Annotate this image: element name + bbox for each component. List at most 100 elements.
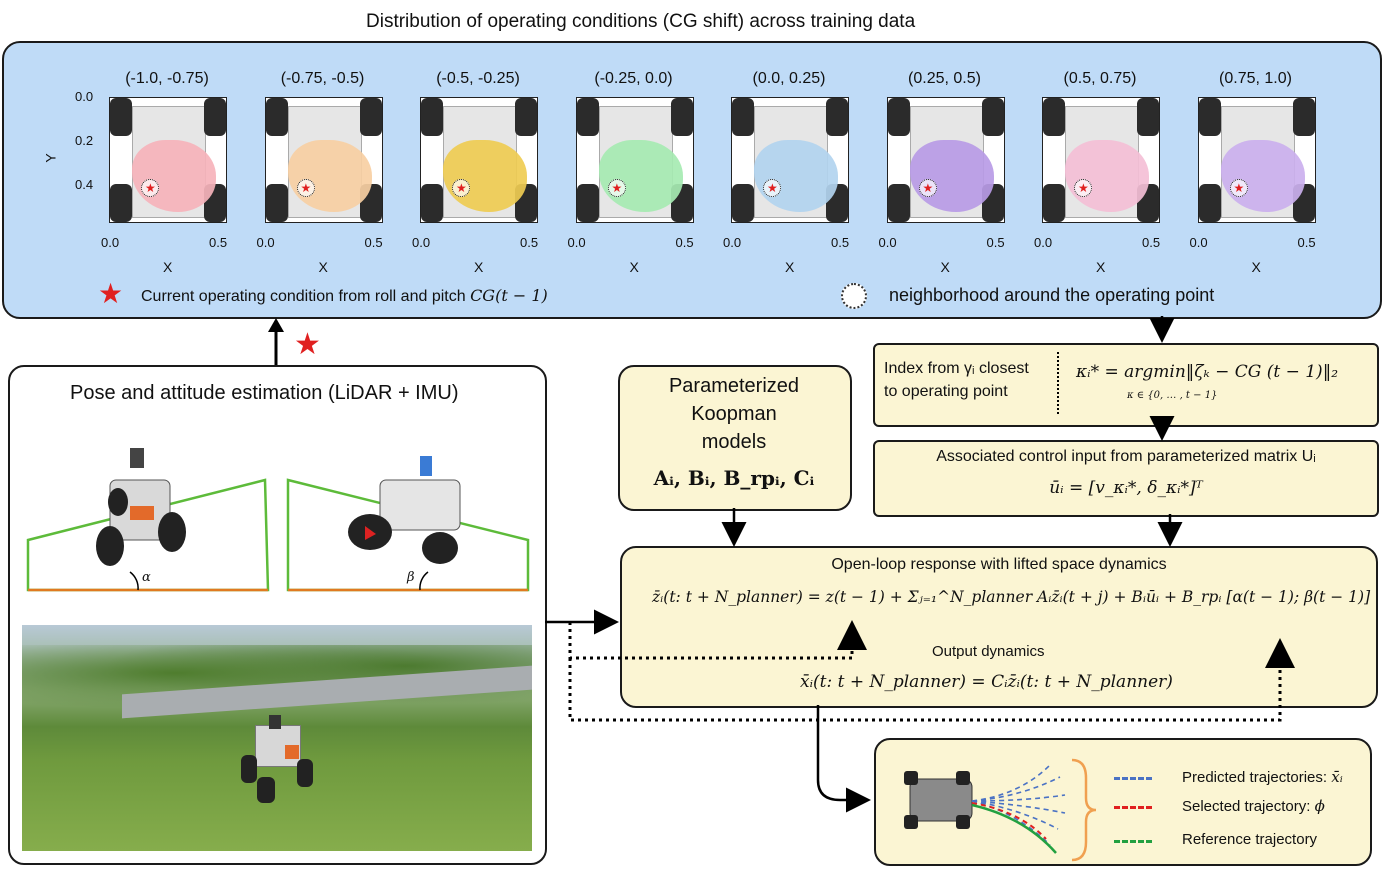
up-arrow-star: ★ [294,328,321,361]
y-tick-label: 0.2 [75,133,94,148]
predicted-legend-label: Predicted trajectories: [1182,769,1332,786]
x-axis-label: X [163,259,173,275]
x-axis-label: X [629,259,639,275]
panel-title: (0.5, 0.75) [1063,70,1137,87]
panel-title: (-1.0, -0.75) [125,70,209,87]
selected-legend-text: Selected trajectory: ϕ [1182,797,1325,815]
predicted-legend-sym: x̄ᵢ [1331,768,1343,786]
beta-label: β [407,570,415,585]
slope-illustrations [26,448,530,592]
index-divider [1057,352,1059,414]
up-arrow [268,318,284,366]
panel-title: (-0.25, 0.0) [594,70,673,87]
cg-scatter-cloud [287,140,372,212]
koopman-line2: Koopman [691,403,777,425]
x-tick-label: 0.0 [412,235,431,250]
control-title: Associated control input from parameteri… [936,448,1316,465]
operating-point-star: ★ [922,181,934,195]
index-formula-sub: κ ∈ {0, … , t − 1} [1127,390,1218,401]
cg-plot: ★ [1042,97,1160,223]
predicted-legend-line [1114,777,1152,780]
x-tick-label: 0.0 [256,235,275,250]
neighborhood-circle [607,179,626,197]
operating-point-star: ★ [145,181,156,195]
cg-plot: ★ [731,97,849,223]
operating-point-star: ★ [456,181,467,195]
cg-scatter-cloud [1220,140,1305,212]
star-legend-label: Current operating condition from roll an… [141,288,471,305]
field-photo [22,625,532,851]
x-axis-label: X [785,259,795,275]
index-text-2: to operating point [884,383,1008,400]
reference-legend-line [1114,840,1152,843]
x-tick-label: 0.5 [520,235,539,250]
x-tick-label: 0.5 [364,235,383,250]
x-axis-label: X [1251,259,1261,275]
operating-point-star: ★ [611,181,623,195]
pose-box-title: Pose and attitude estimation (LiDAR + IM… [70,382,459,404]
x-tick-label: 0.5 [986,235,1005,250]
cg-plot: ★ [1197,97,1316,223]
output-formula: x̄ᵢ(t: t + N_planner) = Cᵢz̄ᵢ(t: t + N_p… [800,672,1173,692]
star-legend-math: CG(t − 1) [470,286,548,305]
cg-scatter-cloud [754,140,838,212]
cg-plot: ★ [575,97,694,223]
circle-legend-icon [841,283,867,309]
koopman-line3: models [701,431,767,453]
neighborhood-circle [141,179,159,197]
cg-plot: ★ [264,97,383,223]
cg-scatter-cloud [909,140,994,212]
cg-scatter-cloud [443,140,527,212]
x-tick-label: 0.0 [567,235,586,250]
x-axis-label: X [1096,259,1106,275]
neighborhood-circle [1074,179,1092,197]
selected-legend-line [1114,806,1152,809]
trajectory-illustration [904,765,1066,854]
circle-legend-text: neighborhood around the operating point [889,285,1215,305]
index-formula: κᵢ* = argmin‖ζₖ − CG (t − 1)‖₂ [1076,362,1339,382]
selected-legend-label: Selected trajectory: [1182,798,1315,815]
x-axis-label: X [318,259,328,275]
panel-title: (0.25, 0.5) [908,70,981,87]
x-tick-label: 0.5 [1297,235,1316,250]
neighborhood-circle [1229,179,1248,197]
cg-plot: ★ [420,97,538,223]
panel-title: (-0.75, -0.5) [280,70,365,87]
koopman-matrices: Aᵢ, Bᵢ, B_rpᵢ, Cᵢ [653,466,815,490]
panel-title: (0.75, 1.0) [1219,70,1292,87]
neighborhood-circle [763,179,781,197]
distribution-title: Distribution of operating conditions (CG… [366,11,916,32]
cg-scatter-cloud [598,140,683,212]
x-tick-label: 0.0 [101,235,120,250]
x-tick-label: 0.0 [1189,235,1208,250]
x-tick-label: 0.0 [723,235,742,250]
openloop-title: Open-loop response with lifted space dyn… [831,556,1167,573]
index-box [873,343,1379,427]
operating-point-star: ★ [767,181,778,195]
neighborhood-circle [918,179,937,197]
cg-scatter-cloud [1065,140,1149,212]
koopman-models-box [618,365,852,511]
operating-point-star: ★ [1078,181,1089,195]
output-title: Output dynamics [932,643,1045,660]
trajectory-brace [1071,758,1097,862]
panel-title: (0.0, 0.25) [752,70,826,87]
x-tick-label: 0.0 [1034,235,1053,250]
x-tick-label: 0.5 [675,235,694,250]
koopman-line1: Parameterized [668,375,800,397]
cg-plot: ★ [886,97,1005,223]
cg-scatter-cloud [132,140,216,212]
control-input-box [873,440,1379,517]
star-legend-text: Current operating condition from roll an… [141,286,548,306]
x-axis-label: X [940,259,950,275]
y-tick-label: 0.0 [75,89,94,104]
y-tick-label: 0.4 [75,177,94,192]
x-tick-label: 0.5 [1142,235,1161,250]
openloop-box [620,546,1378,708]
x-tick-label: 0.0 [878,235,897,250]
cg-plot: ★ [109,97,227,223]
operating-point-star: ★ [1233,181,1245,195]
x-axis-label: X [474,259,484,275]
x-tick-label: 0.5 [209,235,228,250]
